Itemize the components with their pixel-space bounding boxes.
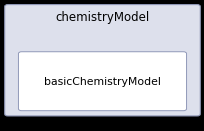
- Text: chemistryModel: chemistryModel: [55, 11, 149, 24]
- FancyBboxPatch shape: [18, 52, 186, 111]
- FancyBboxPatch shape: [5, 5, 199, 116]
- Text: basicChemistryModel: basicChemistryModel: [44, 77, 160, 87]
